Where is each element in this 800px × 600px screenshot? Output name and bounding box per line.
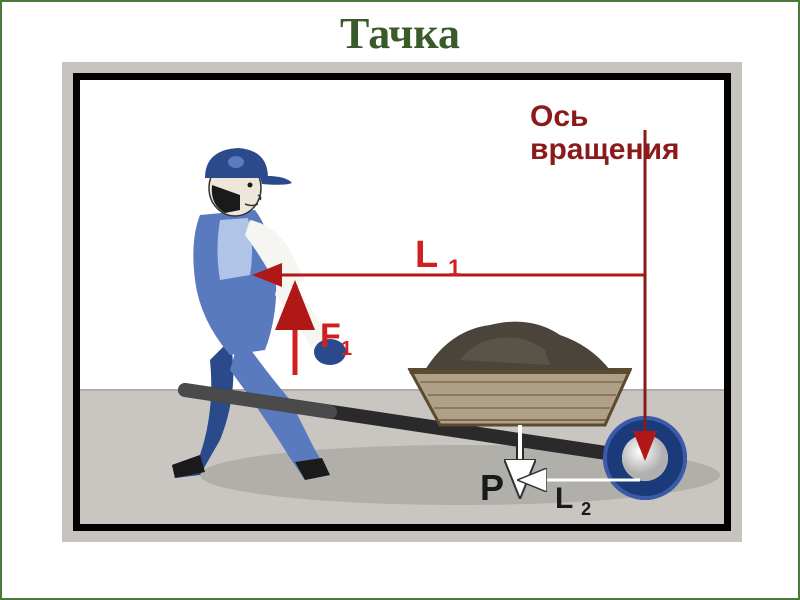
axis-label-line2: вращения xyxy=(530,133,680,166)
slide-title: Тачка xyxy=(2,8,798,59)
l1-label: L 1 xyxy=(415,235,461,281)
diagram-frame: Ось вращения L 1 F1 P L 2 xyxy=(73,73,731,531)
axis-label-line1: Ось xyxy=(530,100,588,133)
l2-label: L 2 xyxy=(555,482,591,520)
slide-frame: Тачка xyxy=(0,0,800,600)
outer-frame: Ось вращения L 1 F1 P L 2 xyxy=(62,62,742,542)
f1-label: F1 xyxy=(320,318,352,360)
p-label: P xyxy=(480,468,504,508)
axis-label: Ось вращения xyxy=(530,100,680,166)
